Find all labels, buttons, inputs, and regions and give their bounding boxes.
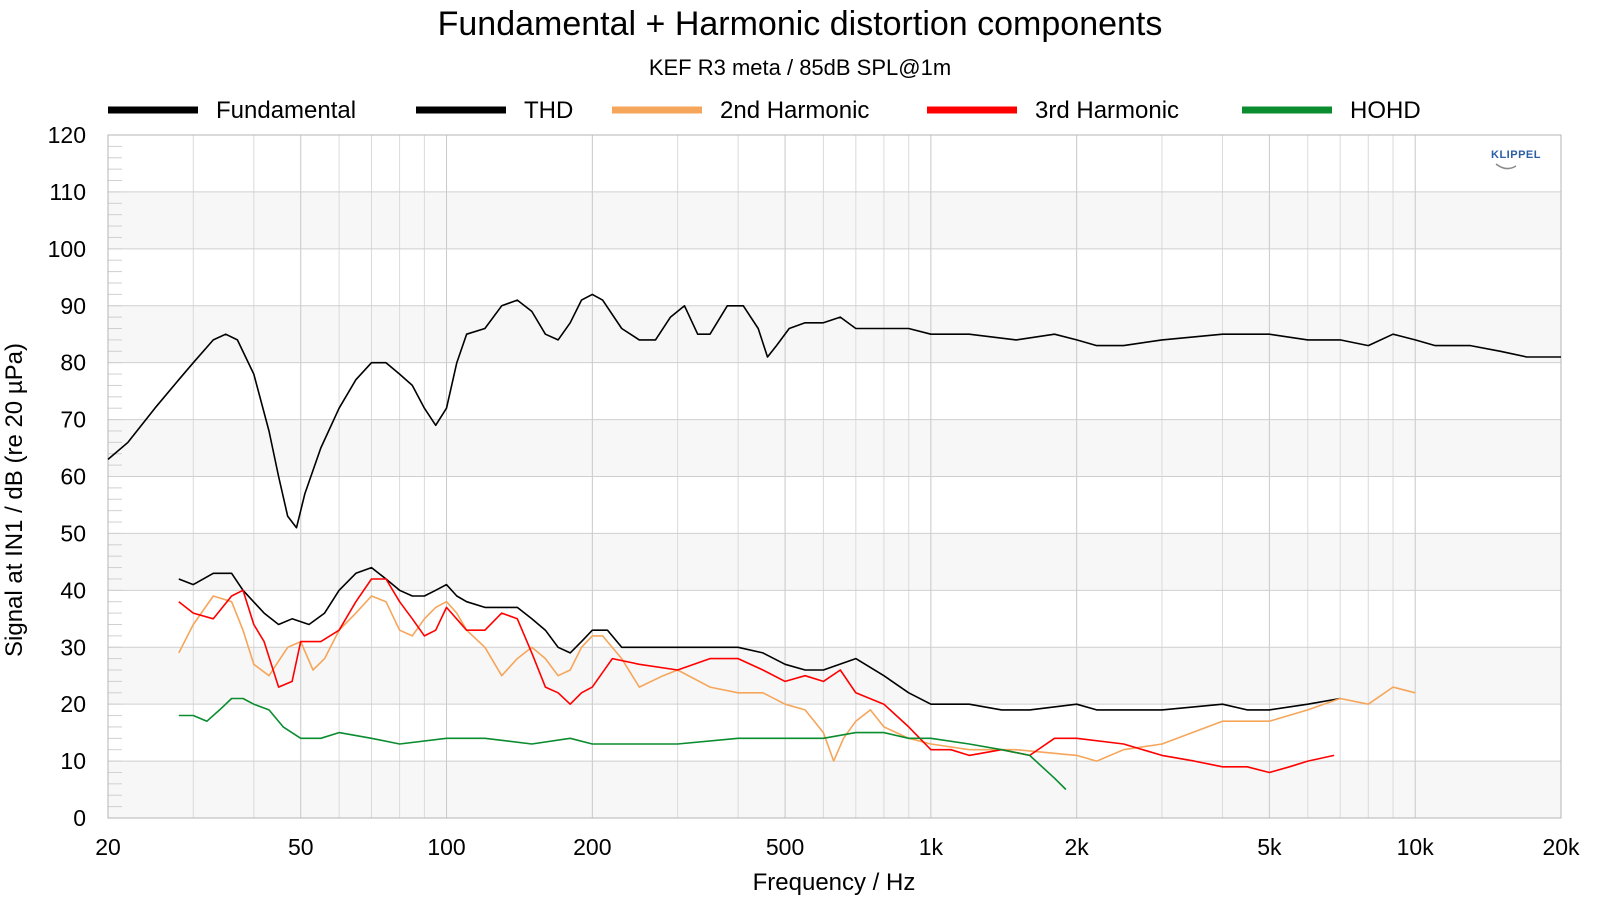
plot-band bbox=[108, 305, 1561, 363]
y-tick-label: 60 bbox=[60, 464, 86, 490]
y-tick-label: 0 bbox=[73, 805, 86, 831]
x-tick-label: 100 bbox=[427, 834, 465, 860]
y-tick-label: 110 bbox=[49, 179, 86, 205]
series-group bbox=[107, 293, 1561, 791]
klippel-logo-text: KLIPPEL bbox=[1491, 149, 1541, 161]
x-tick-label: 1k bbox=[919, 834, 944, 860]
plot-band bbox=[108, 476, 1561, 534]
y-tick-label: 70 bbox=[60, 407, 86, 433]
x-tick-label: 10k bbox=[1397, 834, 1435, 860]
plot-band bbox=[108, 135, 1561, 192]
legend-label: 2nd Harmonic bbox=[720, 97, 869, 124]
y-tick-label: 80 bbox=[60, 350, 86, 376]
plot-frame bbox=[107, 134, 1562, 819]
y-axis-label: Signal at IN1 / dB (re 20 µPa) bbox=[1, 343, 28, 657]
y-tick-label: 120 bbox=[48, 122, 86, 148]
legend-label: Fundamental bbox=[216, 97, 356, 124]
series-line-hohd bbox=[178, 697, 1067, 791]
y-tick-label: 20 bbox=[60, 691, 86, 717]
x-axis-label: Frequency / Hz bbox=[753, 869, 916, 896]
x-tick-label: 20k bbox=[1542, 834, 1580, 860]
plot-band bbox=[108, 191, 1561, 249]
y-tick-label: 10 bbox=[60, 748, 86, 774]
legend-label: THD bbox=[524, 97, 573, 124]
series-line-thd bbox=[178, 566, 1341, 711]
plot-band bbox=[108, 647, 1561, 705]
x-tick-label: 2k bbox=[1065, 834, 1090, 860]
plot-band bbox=[108, 704, 1561, 762]
plot-band bbox=[108, 761, 1561, 818]
x-tick-label: 200 bbox=[573, 834, 611, 860]
legend-label: 3rd Harmonic bbox=[1035, 97, 1179, 124]
series-line-2nd-harmonic bbox=[178, 595, 1416, 762]
klippel-logo: KLIPPEL bbox=[1491, 149, 1541, 170]
legend-label: HOHD bbox=[1350, 97, 1421, 124]
x-tick-label: 500 bbox=[766, 834, 804, 860]
chart-subtitle: KEF R3 meta / 85dB SPL@1m bbox=[649, 55, 951, 80]
legend: Fundamental THD 2nd Harmonic 3rd Harmonic HO… bbox=[108, 97, 1421, 124]
x-tick-label: 20 bbox=[95, 834, 121, 860]
plot-band bbox=[108, 248, 1561, 306]
plot-area bbox=[107, 134, 1562, 819]
plot-band bbox=[108, 419, 1561, 477]
plot-band bbox=[108, 362, 1561, 420]
plot-band bbox=[108, 533, 1561, 591]
y-tick-label: 90 bbox=[60, 293, 86, 319]
x-tick-label: 50 bbox=[288, 834, 314, 860]
y-tick-label: 50 bbox=[60, 520, 86, 546]
chart-title: Fundamental + Harmonic distortion compon… bbox=[438, 5, 1163, 43]
klippel-logo-swoosh bbox=[1495, 163, 1517, 170]
series-line-3rd-harmonic bbox=[178, 578, 1335, 774]
y-tick-label: 100 bbox=[48, 236, 86, 262]
x-tick-label: 5k bbox=[1257, 834, 1282, 860]
y-tick-label: 40 bbox=[60, 577, 86, 603]
y-tick-label: 30 bbox=[60, 634, 86, 660]
series-line-fundamental bbox=[107, 293, 1561, 529]
